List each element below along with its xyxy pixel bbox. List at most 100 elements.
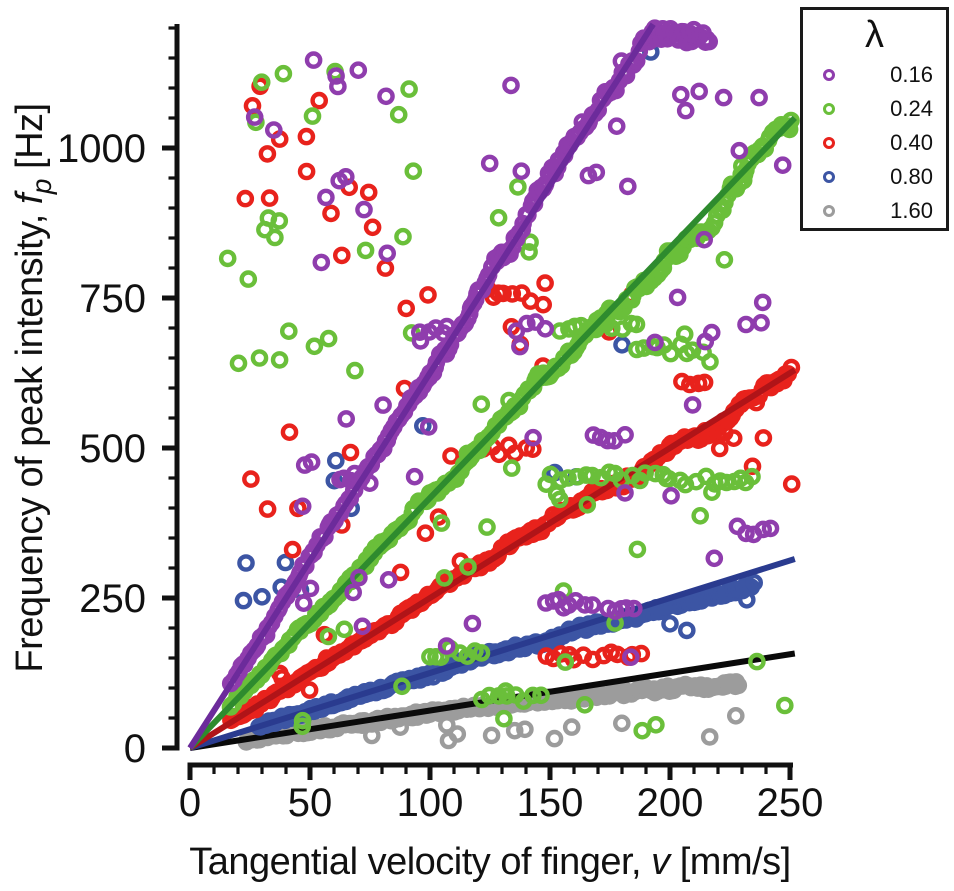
data-point-lambda-0.24 bbox=[500, 391, 518, 410]
data-point-lambda-0.16 bbox=[327, 67, 345, 85]
data-point-lambda-0.16 bbox=[317, 188, 335, 207]
data-point-lambda-0.16 bbox=[676, 101, 695, 120]
data-point-lambda-0.24 bbox=[748, 652, 766, 671]
data-point-lambda-0.16 bbox=[616, 484, 634, 502]
data-point-lambda-0.4 bbox=[782, 475, 801, 493]
data-point-lambda-0.24 bbox=[319, 329, 338, 348]
data-point-lambda-1.6 bbox=[516, 720, 534, 739]
data-point-lambda-0.8 bbox=[738, 591, 756, 609]
data-point-lambda-0.16 bbox=[355, 200, 373, 219]
data-point-lambda-0.16 bbox=[411, 332, 430, 350]
data-point-lambda-0.24 bbox=[259, 209, 278, 227]
data-point-lambda-0.16 bbox=[301, 579, 320, 598]
data-point-lambda-0.24 bbox=[556, 653, 575, 671]
data-point-lambda-0.24 bbox=[654, 465, 673, 484]
legend-item-0.16: 0.16 bbox=[803, 58, 946, 92]
data-point-lambda-0.8 bbox=[678, 621, 696, 640]
data-point-lambda-0.16 bbox=[737, 524, 755, 543]
data-point-lambda-0.4 bbox=[242, 470, 260, 488]
data-point-lambda-0.16 bbox=[737, 315, 755, 334]
data-point-lambda-0.24 bbox=[776, 696, 794, 715]
legend-item-0.40: 0.40 bbox=[803, 126, 946, 160]
legend-item-1.60: 1.60 bbox=[803, 194, 946, 228]
data-point-lambda-0.16 bbox=[705, 549, 724, 568]
data-point-lambda-1.6 bbox=[505, 721, 524, 740]
data-point-lambda-0.4 bbox=[359, 183, 378, 202]
data-point-lambda-0.4 bbox=[710, 439, 729, 458]
data-point-lambda-0.24 bbox=[661, 344, 680, 363]
data-point-lambda-0.16 bbox=[349, 61, 368, 79]
data-point-lambda-0.4 bbox=[300, 681, 319, 699]
data-point-lambda-0.24 bbox=[675, 325, 694, 344]
data-point-lambda-0.16 bbox=[683, 396, 702, 414]
data-point-lambda-0.24 bbox=[627, 315, 646, 334]
data-point-lambda-0.16 bbox=[379, 571, 398, 589]
y-tick-label: 500 bbox=[79, 427, 146, 471]
data-point-lambda-0.16 bbox=[410, 323, 429, 342]
legend: λ 0.16 0.24 0.40 0.80 1.60 bbox=[800, 7, 949, 231]
data-point-lambda-0.24 bbox=[576, 696, 594, 714]
data-point-lambda-0.4 bbox=[236, 189, 255, 208]
data-point-lambda-0.24 bbox=[218, 249, 237, 268]
data-point-lambda-0.24 bbox=[472, 395, 491, 414]
data-point-lambda-0.4 bbox=[258, 500, 277, 518]
data-point-lambda-0.4 bbox=[297, 127, 316, 146]
data-point-lambda-1.6 bbox=[727, 707, 745, 725]
data-point-lambda-0.16 bbox=[700, 32, 719, 51]
data-point-lambda-0.16 bbox=[360, 474, 379, 493]
data-point-lambda-0.16 bbox=[329, 77, 347, 96]
data-point-lambda-0.24 bbox=[782, 111, 800, 130]
data-point-lambda-0.4 bbox=[419, 286, 437, 304]
data-point-lambda-0.24 bbox=[478, 518, 496, 536]
data-point-lambda-0.24 bbox=[252, 73, 271, 91]
data-point-lambda-0.24 bbox=[421, 648, 439, 666]
legend-item-label: 0.80 bbox=[890, 164, 933, 189]
data-point-lambda-0.4 bbox=[416, 524, 435, 543]
data-point-lambda-0.24 bbox=[293, 711, 312, 730]
data-point-lambda-0.16 bbox=[374, 396, 392, 414]
y-tick-label: 250 bbox=[79, 577, 146, 621]
y-axis-title: Frequency of peak intensity, fp [Hz] bbox=[9, 103, 57, 672]
y-tick-label: 750 bbox=[79, 277, 146, 321]
data-point-lambda-0.4 bbox=[442, 447, 460, 465]
data-point-lambda-0.16 bbox=[312, 253, 331, 272]
data-point-lambda-0.24 bbox=[389, 105, 408, 124]
data-point-lambda-1.6 bbox=[448, 725, 467, 743]
data-point-lambda-1.6 bbox=[545, 729, 564, 748]
data-point-lambda-0.16 bbox=[336, 167, 355, 186]
data-point-lambda-0.16 bbox=[353, 617, 372, 636]
data-point-lambda-0.8 bbox=[276, 553, 295, 572]
data-point-lambda-0.24 bbox=[583, 466, 602, 485]
data-point-lambda-0.8 bbox=[326, 451, 345, 470]
fit-line-lambda-0.4 bbox=[188, 367, 797, 751]
data-point-lambda-0.16 bbox=[754, 520, 773, 539]
data-point-lambda-0.24 bbox=[250, 349, 269, 367]
data-point-lambda-0.16 bbox=[480, 154, 499, 173]
data-point-lambda-0.16 bbox=[607, 117, 626, 135]
data-point-lambda-0.8 bbox=[661, 615, 679, 633]
data-point-lambda-0.24 bbox=[559, 469, 577, 487]
data-point-lambda-0.16 bbox=[405, 467, 424, 486]
data-point-lambda-0.24 bbox=[393, 677, 411, 696]
data-point-lambda-0.16 bbox=[672, 85, 690, 104]
data-point-lambda-0.16 bbox=[345, 464, 364, 483]
data-point-lambda-0.16 bbox=[293, 497, 312, 516]
data-point-lambda-0.16 bbox=[536, 319, 555, 338]
data-point-lambda-0.24 bbox=[335, 620, 354, 639]
data-point-lambda-0.16 bbox=[750, 88, 768, 107]
data-point-lambda-0.24 bbox=[647, 716, 665, 734]
data-point-lambda-0.16 bbox=[668, 288, 687, 307]
data-point-lambda-0.24 bbox=[578, 495, 597, 514]
data-point-lambda-0.24 bbox=[319, 627, 338, 646]
legend-item-label: 0.24 bbox=[890, 96, 933, 121]
data-point-lambda-0.24 bbox=[266, 228, 284, 247]
data-point-lambda-0.4 bbox=[699, 426, 718, 445]
legend-marker-icon bbox=[823, 103, 835, 115]
data-point-lambda-0.4 bbox=[260, 189, 279, 207]
data-point-lambda-0.16 bbox=[625, 599, 643, 618]
data-point-lambda-0.4 bbox=[490, 445, 508, 464]
data-point-lambda-0.24 bbox=[346, 361, 364, 380]
data-point-lambda-0.16 bbox=[378, 244, 397, 263]
